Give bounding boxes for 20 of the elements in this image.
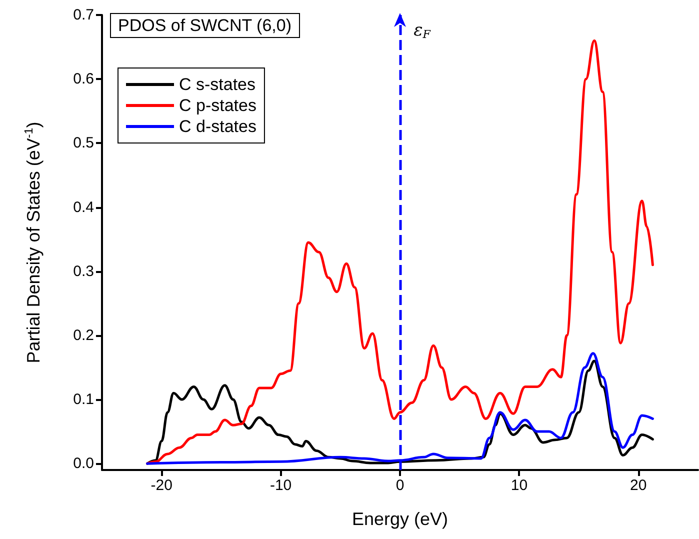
y-tick-label: 0.1 xyxy=(73,391,94,408)
y-tick-label: 0.0 xyxy=(73,455,94,472)
x-tick-label: -20 xyxy=(150,477,172,494)
y-tick-label: 0.6 xyxy=(73,70,94,88)
y-tick-label: 0.3 xyxy=(73,262,94,280)
legend-label: C p-states xyxy=(179,96,256,115)
x-axis-title: Energy (eV) xyxy=(352,509,448,529)
x-tick-label: -10 xyxy=(270,477,292,494)
x-tick-label: 20 xyxy=(630,477,647,494)
y-axis-title: Partial Density of States (eV-1) xyxy=(22,122,44,364)
line-series xyxy=(146,39,654,465)
legend-label: C d-states xyxy=(179,117,256,136)
x-tick-label: 0 xyxy=(396,477,404,494)
legend-label: C s-states xyxy=(179,75,256,94)
chart-title: PDOS of SWCNT (6,0) xyxy=(118,16,292,35)
y-tick-label: 0.7 xyxy=(73,6,94,24)
y-tick-label: 0.5 xyxy=(73,134,94,152)
y-tick-label: 0.4 xyxy=(73,198,94,216)
y-tick-label: 0.2 xyxy=(73,326,94,344)
x-tick-label: 10 xyxy=(510,477,528,494)
